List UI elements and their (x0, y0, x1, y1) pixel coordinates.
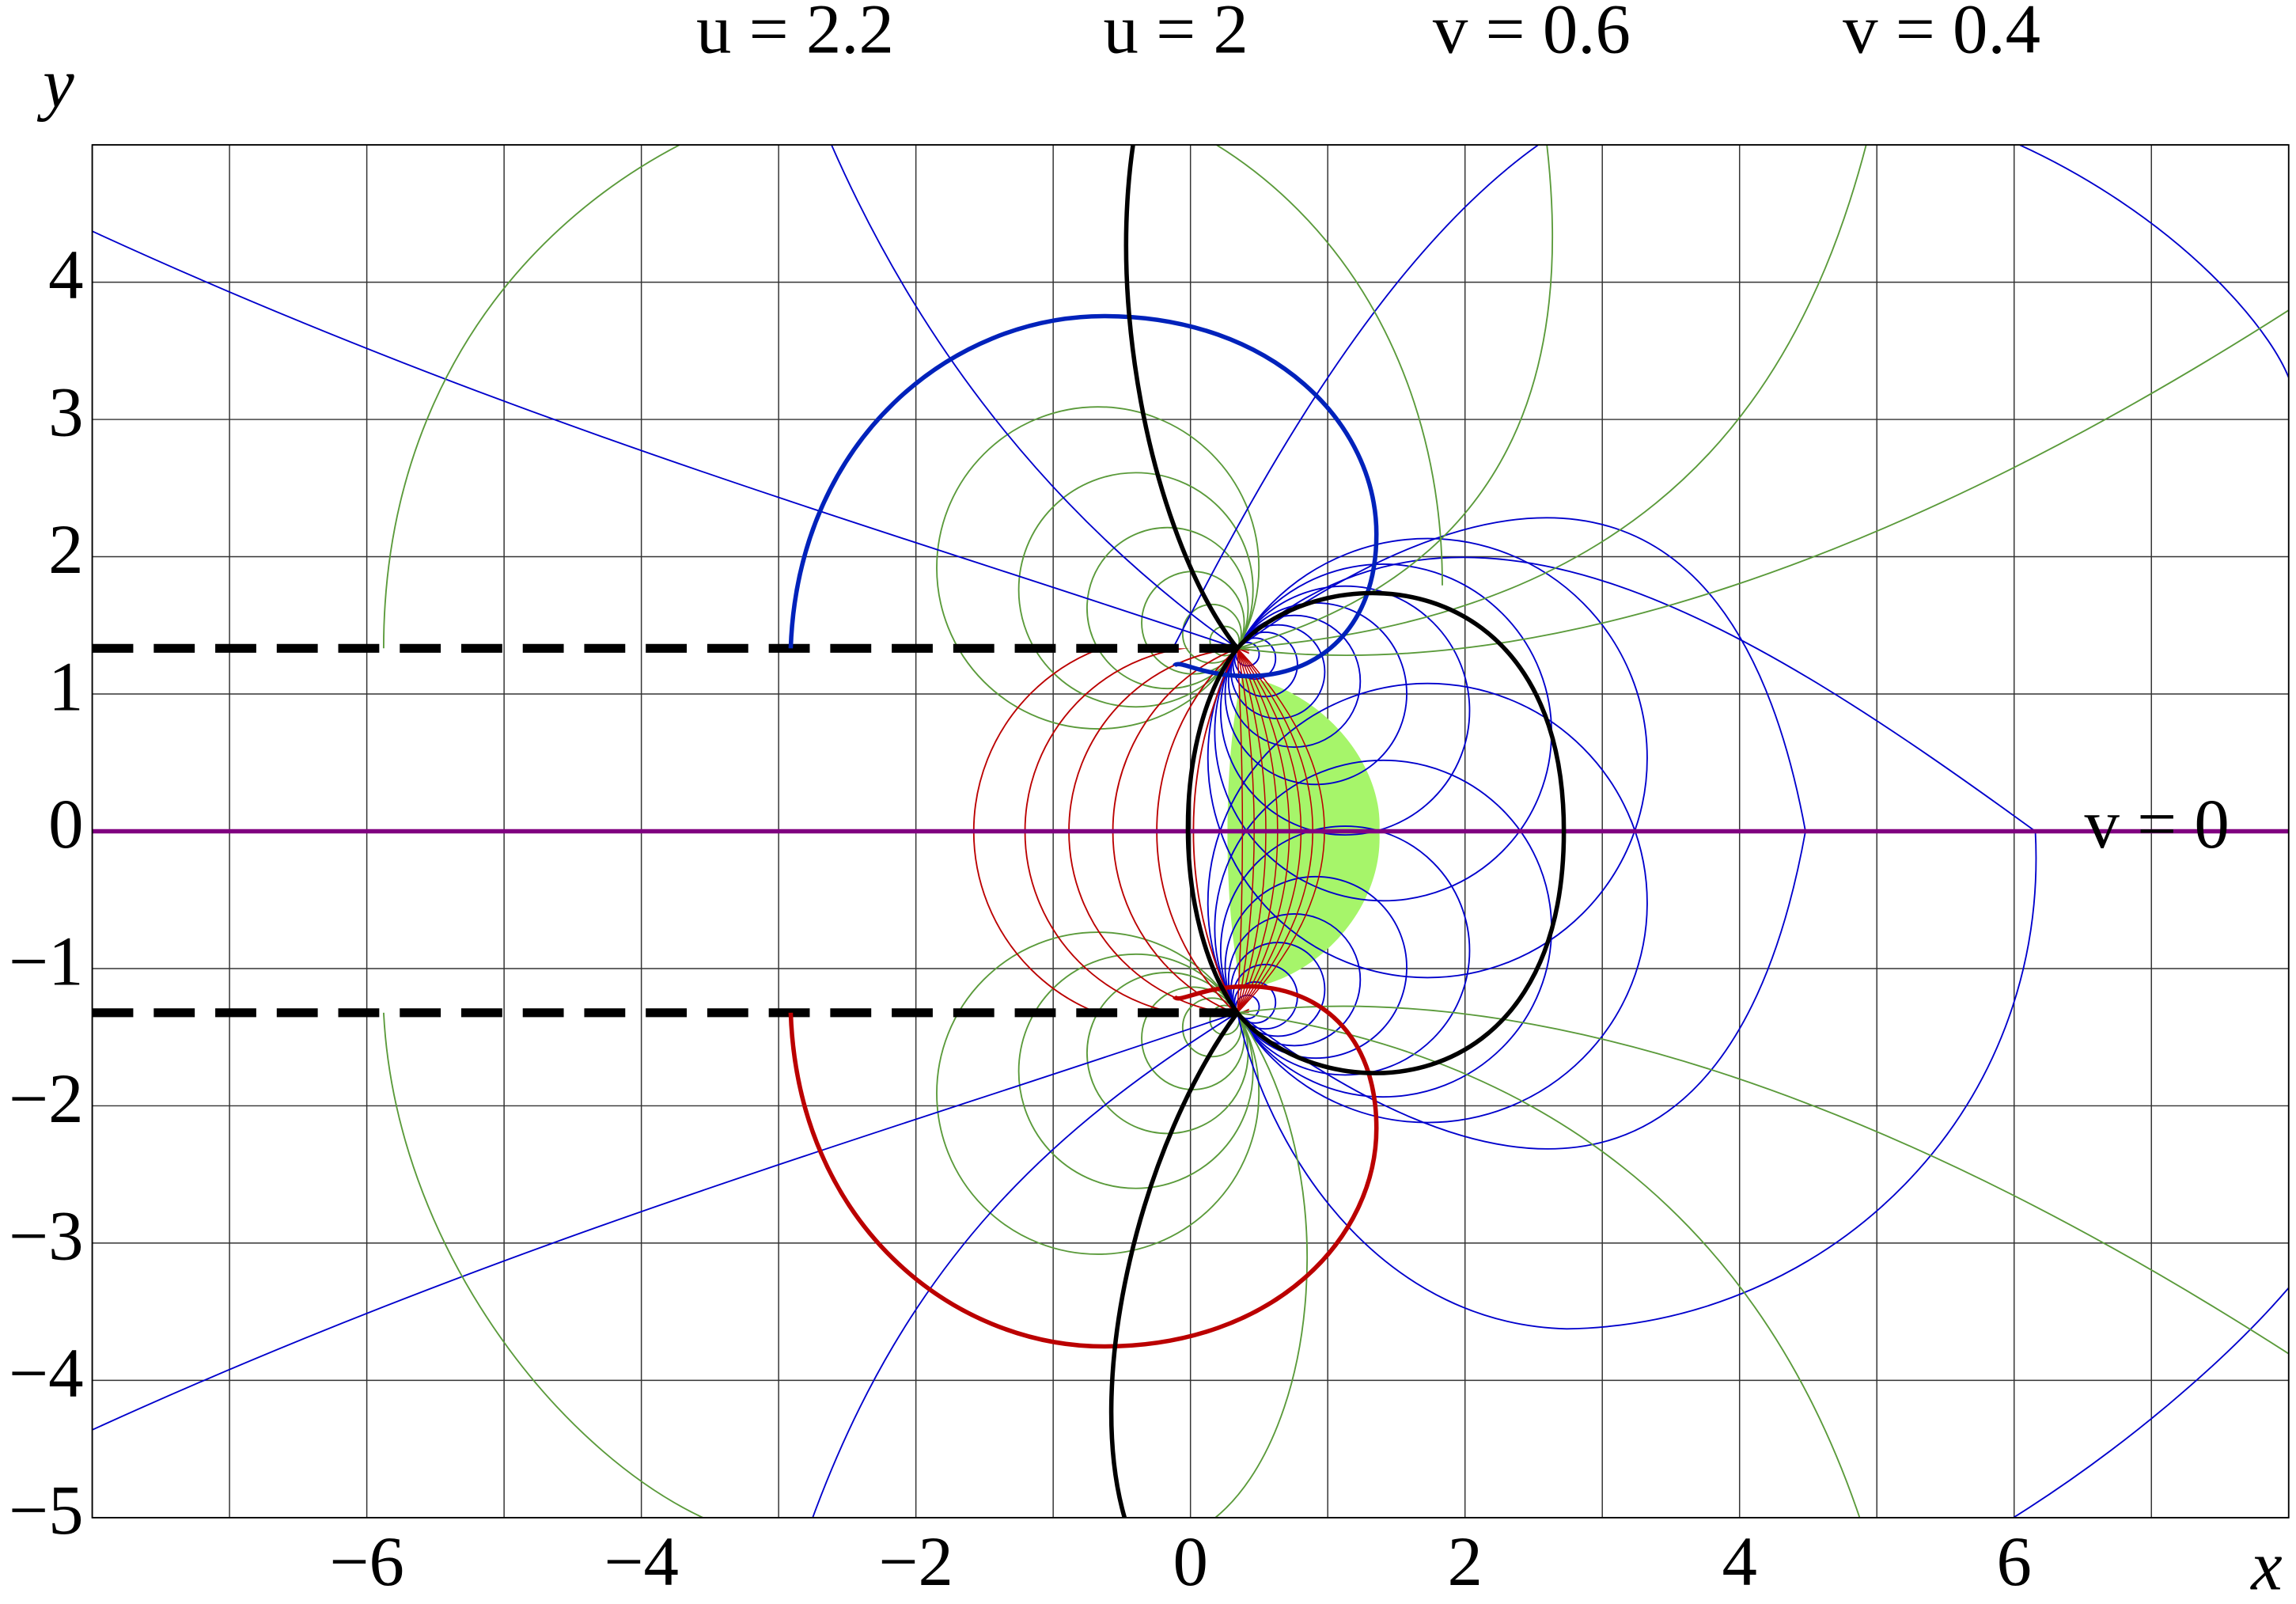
family-circle (1017, 472, 1254, 708)
x-tick-label: −4 (604, 1523, 679, 1601)
black-curve (1185, 647, 1240, 1014)
curve-label: u = 2.2 (696, 0, 894, 69)
y-axis-label: y (36, 45, 74, 123)
curve-label: v = 0.4 (1843, 0, 2040, 69)
curve-label: u = 2 (1103, 0, 1248, 69)
x-axis-label: x (2249, 1528, 2282, 1604)
x-tick-label: 4 (1722, 1523, 1756, 1601)
x-tick-label: 2 (1447, 1523, 1482, 1601)
curves (92, 145, 2289, 1518)
family-circle (1219, 585, 1471, 836)
x-tick-label: −6 (329, 1523, 404, 1601)
y-tick-label: −5 (9, 1472, 84, 1549)
blue-curve (2013, 1287, 2289, 1518)
family-circle (1181, 603, 1242, 664)
x-tick-label: 6 (1997, 1523, 2032, 1601)
blue-curve (92, 1011, 1238, 1431)
green-curve (1237, 1011, 1861, 1518)
green-curve (1237, 1005, 2289, 1355)
thick-blue-curve (788, 313, 1379, 679)
family-circle (1227, 913, 1362, 1047)
curve-label: v = 0 (2085, 786, 2230, 863)
family-circle (1224, 875, 1408, 1060)
family-circle (1227, 614, 1362, 749)
green-curve (1214, 1012, 1308, 1518)
family-circle (1233, 981, 1277, 1024)
family-circle (1230, 624, 1326, 720)
blue-curve (812, 1012, 1238, 1518)
y-tick-label: −3 (9, 1197, 84, 1275)
curve-label: v = 0.6 (1433, 0, 1631, 69)
thick-red-curve (788, 984, 1379, 1349)
plot-frame (91, 144, 2290, 1519)
black-curve (1108, 1011, 1240, 1518)
blue-curve (1236, 556, 2037, 1330)
blue-curve (92, 230, 1238, 650)
green-curve (1237, 309, 2289, 656)
green-curve (1237, 145, 1867, 650)
blue-curve (1172, 145, 2289, 649)
green-curve (382, 1012, 703, 1518)
family-circle (1209, 625, 1241, 657)
x-tick-label: −2 (878, 1523, 953, 1601)
family-circle (1086, 972, 1249, 1135)
y-tick-label: 2 (48, 511, 83, 589)
family-circle (1232, 631, 1298, 698)
y-tick-label: 3 (48, 374, 83, 451)
green-curve (382, 145, 1443, 649)
x-tick-label: 0 (1173, 1523, 1207, 1601)
family-circle (936, 406, 1260, 730)
black-curve (1123, 145, 1240, 650)
blue-curve (831, 145, 1238, 650)
family-circle (1207, 537, 1648, 979)
y-tick-label: 0 (48, 786, 83, 863)
family-circle (1207, 682, 1648, 1124)
family-circle (1233, 637, 1277, 681)
family-circle (1086, 526, 1249, 690)
y-tick-label: −4 (9, 1335, 84, 1413)
black-curve (1235, 590, 1567, 1075)
y-tick-label: −1 (9, 923, 84, 1000)
family-circle (1017, 953, 1254, 1189)
y-tick-label: −2 (9, 1060, 84, 1138)
y-tick-label: 4 (48, 237, 83, 314)
family-circle (1219, 825, 1471, 1076)
y-tick-label: 1 (48, 648, 83, 726)
family-circle (936, 931, 1260, 1255)
green-curve (1237, 145, 1554, 650)
